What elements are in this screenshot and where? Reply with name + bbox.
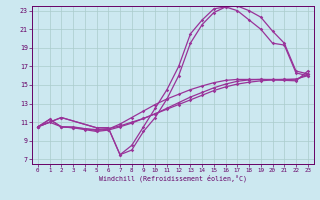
X-axis label: Windchill (Refroidissement éolien,°C): Windchill (Refroidissement éolien,°C) bbox=[99, 175, 247, 182]
